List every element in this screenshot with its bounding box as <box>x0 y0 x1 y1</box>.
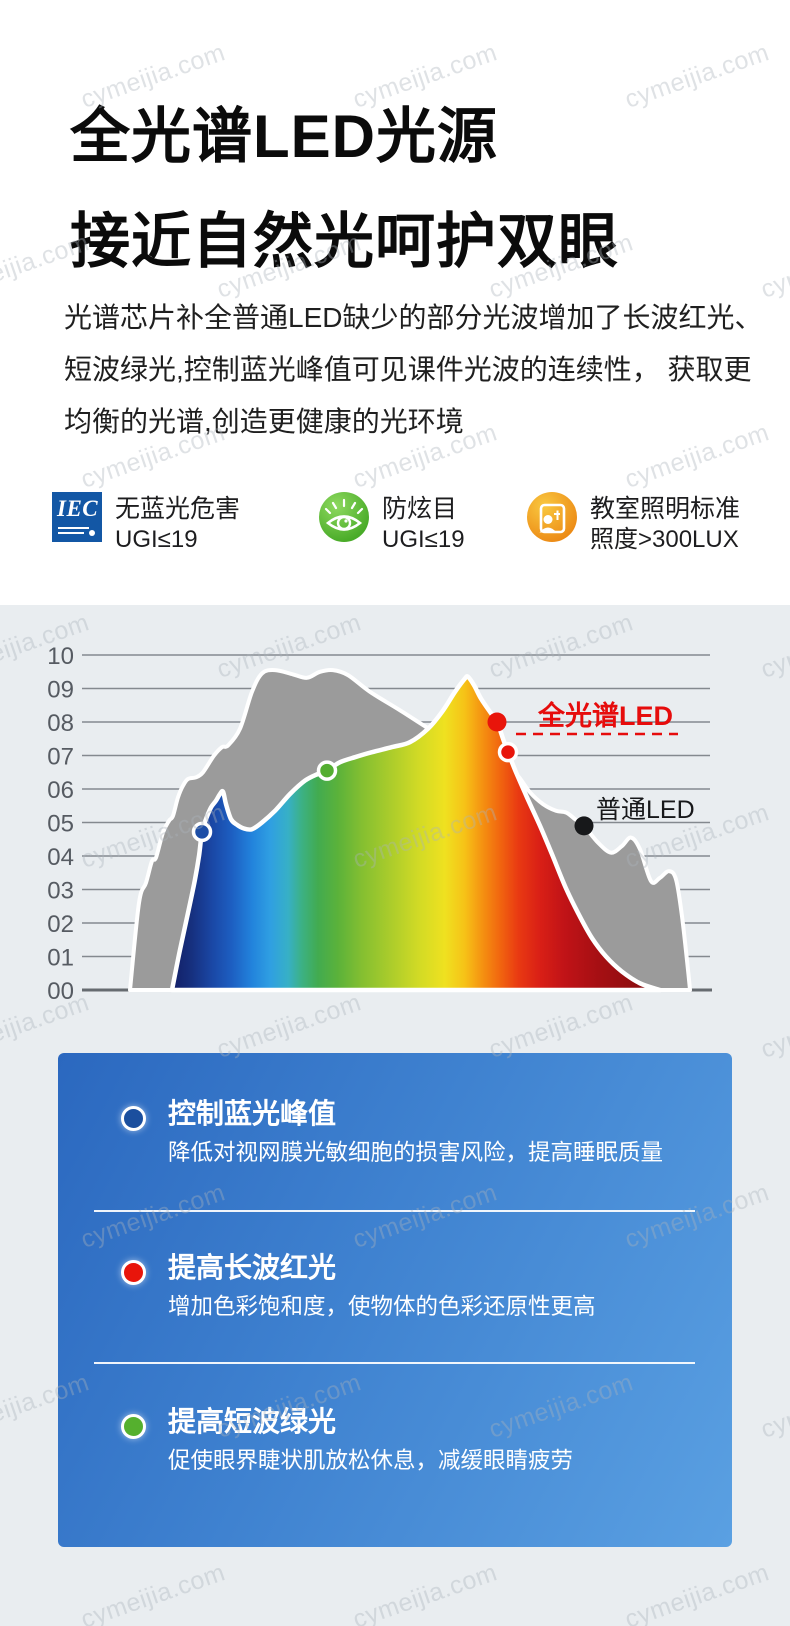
ordinary-led-marker <box>574 816 594 836</box>
svg-text:05: 05 <box>47 811 74 838</box>
watermark-text: cymeijia.com <box>621 38 773 114</box>
red-bullet-icon <box>121 1260 146 1285</box>
classroom-icon <box>527 492 577 542</box>
benefit-description: 增加色彩饱和度，使物体的色彩还原性更高 <box>168 1294 596 1319</box>
badge-subtitle: UGI≤19 <box>115 526 198 553</box>
badge-title: 防炫目 <box>382 495 458 523</box>
benefit-description: 促使眼界睫状肌放松休息，减缓眼睛疲劳 <box>168 1448 574 1473</box>
ordinary-led-label: 普通LED <box>596 796 695 824</box>
badge-classroom-standard: 教室照明标准 照度>300LUX <box>527 492 740 554</box>
page-title-line2: 接近自然光呵护双眼 <box>70 208 619 275</box>
badge-no-blue-light: IEC 无蓝光危害 UGI≤19 <box>52 492 240 554</box>
intro-line: 均衡的光谱,创造更健康的光环境 <box>64 406 464 437</box>
svg-text:07: 07 <box>47 744 74 771</box>
benefits-panel: 控制蓝光峰值 降低对视网膜光敏细胞的损害风险，提高睡眠质量 提高长波红光 增加色… <box>58 1053 732 1547</box>
spectrum-chart: 10 09 08 07 06 05 04 03 02 01 00 全光谱LED 普通LED <box>47 643 712 1005</box>
benefit-title: 控制蓝光峰值 <box>168 1098 337 1129</box>
blue-bullet-icon <box>121 1106 146 1131</box>
iec-logo-icon: IEC <box>52 492 102 542</box>
intro-line: 光谱芯片补全普通LED缺少的部分光波增加了长波红光、 <box>64 302 763 333</box>
benefit-item-green-light: 提高短波绿光 促使眼界睫状肌放松休息，减缓眼睛疲劳 <box>121 1405 573 1476</box>
full-spectrum-marker-lower <box>497 741 519 763</box>
green-light-marker <box>316 760 338 781</box>
badge-title: 教室照明标准 <box>590 495 741 523</box>
badge-subtitle: 照度>300LUX <box>590 526 739 553</box>
benefit-title: 提高长波红光 <box>168 1252 337 1283</box>
green-bullet-icon <box>121 1414 146 1439</box>
svg-text:04: 04 <box>47 844 74 871</box>
svg-text:09: 09 <box>47 677 74 704</box>
badge-title: 无蓝光危害 <box>115 495 241 523</box>
badge-anti-glare: 防炫目 UGI≤19 <box>319 492 465 554</box>
svg-text:02: 02 <box>47 911 74 938</box>
iec-logo-dot <box>89 530 95 536</box>
benefit-title: 提高短波绿光 <box>168 1406 337 1437</box>
iec-logo-text: IEC <box>57 496 99 521</box>
svg-text:10: 10 <box>47 643 74 670</box>
panel-divider <box>94 1210 695 1212</box>
intro-paragraph: 光谱芯片补全普通LED缺少的部分光波增加了长波红光、 短波绿光,控制蓝光峰值可见… <box>64 292 763 448</box>
intro-line: 短波绿光,控制蓝光峰值可见课件光波的连续性， 获取更 <box>64 354 752 385</box>
svg-text:08: 08 <box>47 710 74 737</box>
svg-text:06: 06 <box>47 777 74 804</box>
blue-light-peak-marker <box>191 821 213 843</box>
watermark-text: cymeijia.com <box>757 228 790 304</box>
eye-icon <box>319 492 369 542</box>
iec-logo-line <box>58 526 89 529</box>
page-title: 全光谱LED光源 接近自然光呵护双眼 <box>70 84 619 294</box>
full-spectrum-marker-upper <box>487 712 507 732</box>
iec-logo-line <box>58 532 84 534</box>
full-spectrum-curve <box>169 673 663 993</box>
page-title-line1: 全光谱LED光源 <box>70 103 498 170</box>
badge-subtitle: UGI≤19 <box>382 526 465 553</box>
svg-text:00: 00 <box>47 978 74 1005</box>
benefit-item-blue-peak: 控制蓝光峰值 降低对视网膜光敏细胞的损害风险，提高睡眠质量 <box>121 1097 663 1168</box>
panel-divider <box>94 1362 695 1364</box>
benefit-description: 降低对视网膜光敏细胞的损害风险，提高睡眠质量 <box>168 1140 664 1165</box>
benefit-item-red-light: 提高长波红光 增加色彩饱和度，使物体的色彩还原性更高 <box>121 1251 596 1322</box>
svg-text:01: 01 <box>47 945 74 972</box>
full-spectrum-led-label: 全光谱LED <box>537 700 673 731</box>
svg-text:03: 03 <box>47 878 74 905</box>
